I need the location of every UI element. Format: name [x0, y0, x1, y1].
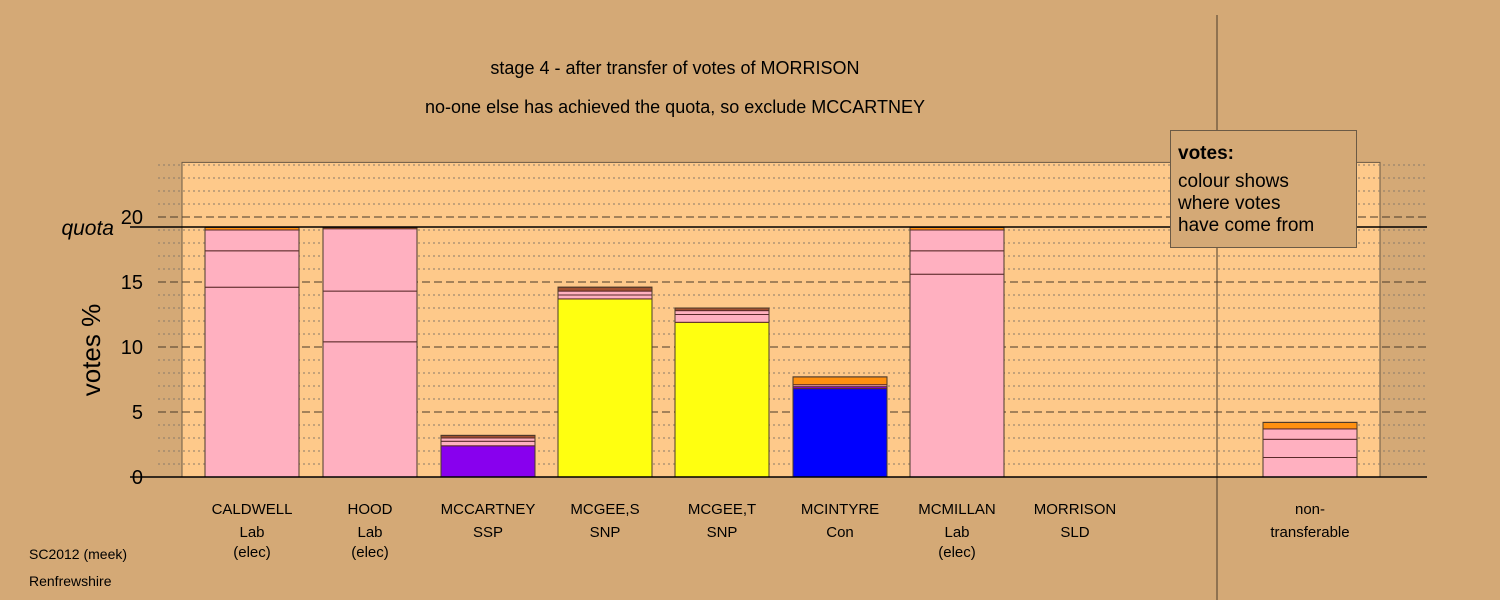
bar-segment: [557, 286, 653, 292]
x-party-label: transferable: [1270, 524, 1349, 541]
bar-segment: [909, 273, 1005, 478]
bar-segment: [322, 290, 418, 343]
bar-segment: [322, 341, 418, 478]
x-note-label: (elec): [233, 544, 271, 561]
x-category-label: HOOD: [348, 501, 393, 518]
x-category-label: MORRISON: [1034, 501, 1117, 518]
x-party-label: SLD: [1060, 524, 1089, 541]
legend-line: have come from: [1178, 215, 1315, 236]
bar-segment: [204, 286, 300, 478]
bar-segment: [1262, 428, 1358, 440]
bar-segment: [1262, 457, 1358, 478]
x-party-label: Lab: [357, 524, 382, 541]
x-category-label: MCINTYRE: [801, 501, 879, 518]
x-party-label: Con: [826, 524, 854, 541]
chart-subtitle: no-one else has achieved the quota, so e…: [425, 97, 925, 117]
y-tick-label: 10: [121, 337, 143, 359]
y-tick-label: 20: [121, 207, 143, 229]
bar-segment: [1262, 421, 1358, 430]
bar-segment: [674, 314, 770, 323]
bar-segment: [909, 250, 1005, 275]
y-tick-label: 0: [132, 467, 143, 489]
x-category-label: MCGEE,T: [688, 501, 756, 518]
bar-segment: [674, 321, 770, 478]
bar-segment: [792, 388, 888, 478]
bar-segment: [557, 290, 653, 296]
chart-title: stage 4 - after transfer of votes of MOR…: [490, 58, 860, 78]
x-category-label: MCCARTNEY: [441, 501, 536, 518]
bar-segment: [792, 376, 888, 386]
footer-region: Renfrewshire: [29, 573, 112, 589]
legend-line: colour shows: [1178, 171, 1289, 192]
footer-source: SC2012 (meek): [29, 546, 128, 562]
bar-segment: [204, 250, 300, 288]
legend-line: where votes: [1178, 193, 1281, 214]
bar-segment: [557, 298, 653, 478]
x-category-label: non-: [1295, 501, 1325, 518]
bar-segment: [557, 294, 653, 300]
x-category-label: CALDWELL: [212, 501, 293, 518]
y-tick-label: 15: [121, 272, 143, 294]
quota-label: quota: [61, 217, 114, 240]
bar-segment: [322, 228, 418, 292]
x-party-label: Lab: [944, 524, 969, 541]
bar-segment: [204, 229, 300, 252]
x-category-label: MCGEE,S: [570, 501, 639, 518]
y-tick-label: 5: [132, 402, 143, 424]
y-axis-label: votes %: [76, 304, 106, 397]
x-note-label: (elec): [938, 544, 976, 561]
bar-segment: [674, 310, 770, 316]
x-party-label: SNP: [707, 524, 738, 541]
x-note-label: (elec): [351, 544, 389, 561]
legend: votes: colour shows where votes have com…: [1170, 130, 1357, 248]
bar-segment: [440, 445, 536, 478]
x-category-label: MCMILLAN: [918, 501, 996, 518]
bar-segment: [440, 440, 536, 447]
bar-segment: [1262, 438, 1358, 458]
legend-heading: votes:: [1178, 143, 1234, 164]
x-party-label: SNP: [590, 524, 621, 541]
x-party-label: SSP: [473, 524, 503, 541]
x-party-label: Lab: [239, 524, 264, 541]
bar-segment: [909, 229, 1005, 252]
